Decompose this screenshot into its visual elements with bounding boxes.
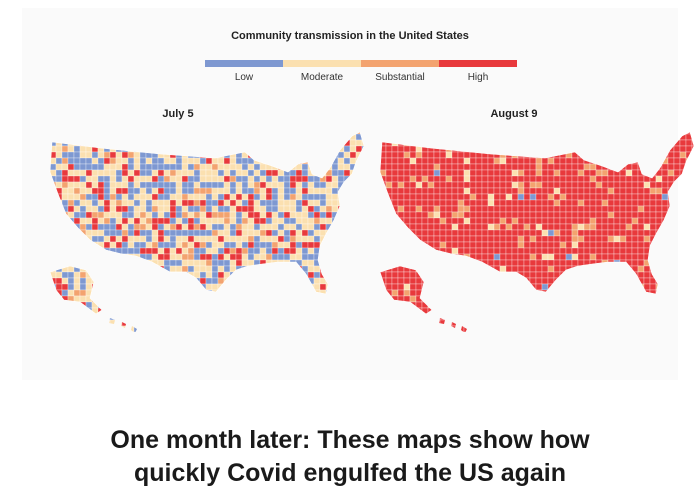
legend-labels: Low Moderate Substantial High [205, 72, 517, 86]
headline-line-2: quickly Covid engulfed the US again [133, 459, 566, 487]
legend-label-moderate: Moderate [300, 72, 344, 83]
legend-label-high: High [467, 72, 489, 83]
legend-swatch-high [439, 60, 517, 67]
legend-swatch-substantial [361, 60, 439, 67]
county-cells [50, 132, 364, 332]
legend-title: Community transmission in the United Sta… [231, 30, 469, 42]
map-title-july: July 5 [162, 108, 194, 120]
us-county-map-july [49, 131, 365, 332]
legend-color-bar [205, 60, 517, 67]
legend-label-substantial: Substantial [375, 72, 425, 83]
headline: One month later: These maps show how qui… [0, 424, 700, 490]
map-title-august: August 9 [490, 108, 538, 120]
headline-line-1: One month later: These maps show how [110, 426, 590, 454]
legend-swatch-moderate [283, 60, 361, 67]
legend-label-low: Low [234, 72, 254, 83]
county-cells [380, 132, 694, 332]
us-county-map-august [379, 131, 695, 332]
legend-swatch-low [205, 60, 283, 67]
